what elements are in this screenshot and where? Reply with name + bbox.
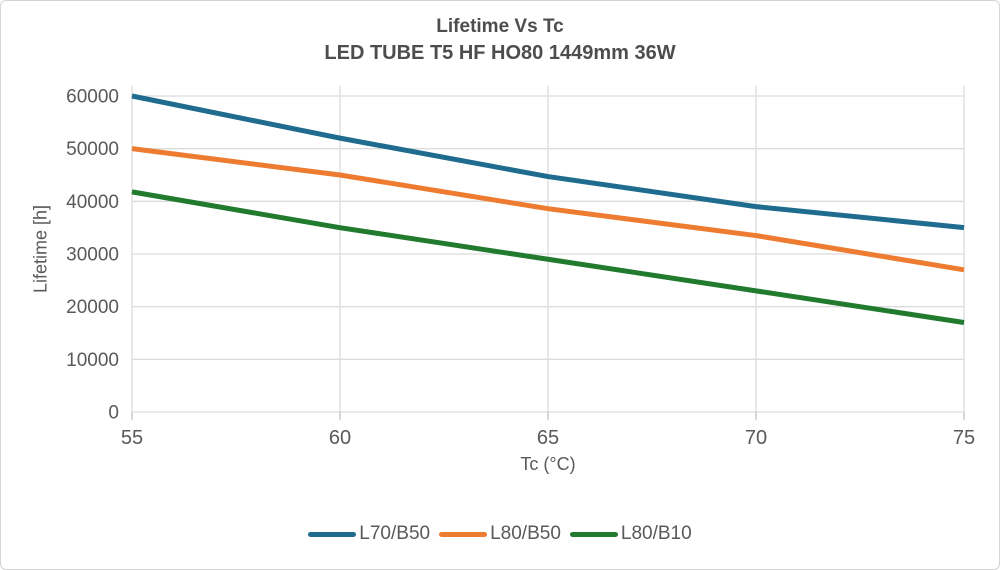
y-axis-label: Lifetime [h] [30, 204, 51, 294]
chart-title-block: Lifetime Vs Tc LED TUBE T5 HF HO80 1449m… [1, 14, 999, 67]
y-tick-label: 40000 [66, 192, 119, 213]
x-tick-label: 70 [745, 427, 767, 449]
y-tick-label: 10000 [66, 350, 119, 371]
x-tick-label: 60 [329, 427, 351, 449]
y-tick-label: 0 [108, 403, 119, 424]
legend-label: L80/B10 [620, 523, 692, 544]
legend-item: L80/B50 [439, 523, 561, 545]
x-axis-label: Tc (°C) [520, 454, 576, 474]
legend-line-swatch [308, 531, 357, 537]
x-tick-label: 55 [121, 427, 143, 449]
legend: L70/B50 L80/B50 L80/B10 [1, 523, 999, 545]
legend-line-swatch [569, 531, 618, 537]
chart-title: Lifetime Vs Tc [436, 16, 564, 37]
legend-label: L80/B50 [490, 523, 561, 544]
x-tick-label: 75 [953, 427, 975, 449]
legend-item: L80/B10 [569, 523, 692, 545]
y-tick-label: 60000 [66, 87, 119, 108]
x-tick-label: 65 [537, 427, 559, 449]
legend-line-swatch [439, 531, 488, 537]
legend-label: L70/B50 [359, 523, 431, 544]
y-tick-label: 50000 [66, 139, 119, 160]
y-tick-label: 30000 [66, 245, 119, 266]
legend-item: L70/B50 [308, 523, 430, 545]
y-tick-label: 20000 [66, 297, 119, 318]
chart-subtitle: LED TUBE T5 HF HO80 1449mm 36W [324, 42, 676, 64]
series-line-l80-b10 [131, 189, 965, 325]
series-line-l80-b50 [131, 146, 965, 273]
series-line-l70-b50 [131, 93, 965, 231]
